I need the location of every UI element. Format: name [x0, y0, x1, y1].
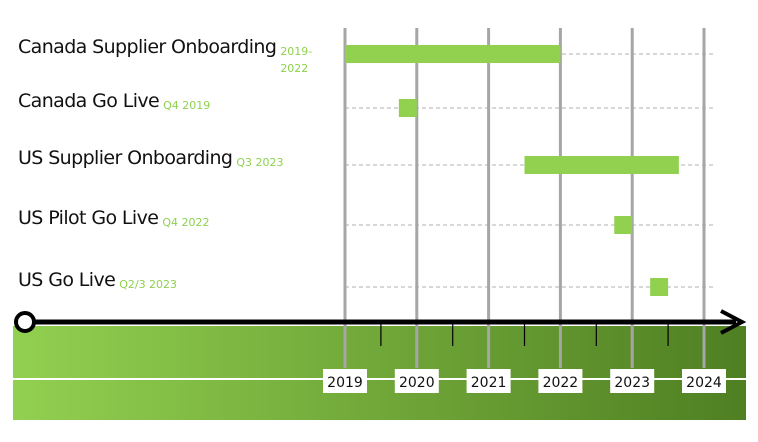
- timeline-arrowhead: [720, 309, 747, 335]
- x-tick-label: 2020: [399, 375, 435, 391]
- year-label-box: [682, 369, 726, 393]
- task-bar: [650, 278, 669, 296]
- task-date-note: Q4 2019: [163, 99, 210, 112]
- x-tick-label: 2024: [686, 375, 722, 391]
- x-tick-label: 2023: [614, 375, 650, 391]
- x-tick-label: 2021: [471, 375, 507, 391]
- task-date-note: 2019-: [280, 45, 312, 58]
- x-tick-label: 2019: [327, 375, 363, 391]
- task-label: Canada Go Live: [18, 90, 159, 112]
- task-bar: [524, 156, 679, 174]
- task-bar: [398, 99, 417, 117]
- task-date-note: 2022: [280, 62, 308, 75]
- task-date-note: Q3 2023: [236, 156, 283, 169]
- task-label: US Go Live: [18, 269, 115, 291]
- task-date-note: Q2/3 2023: [119, 278, 177, 291]
- task-label: Canada Supplier Onboarding: [18, 36, 276, 58]
- x-tick-label: 2022: [543, 375, 579, 391]
- year-label-box: [538, 369, 583, 393]
- year-label-box: [610, 369, 655, 393]
- year-label-box: [466, 369, 511, 393]
- year-label-box: [394, 369, 439, 393]
- task-bar: [614, 216, 633, 234]
- task-bar: [345, 45, 561, 63]
- task-label: US Pilot Go Live: [18, 207, 158, 229]
- task-date-note: Q4 2022: [162, 216, 209, 229]
- timeline-start-circle: [14, 311, 36, 333]
- year-label-box: [323, 369, 367, 393]
- task-label: US Supplier Onboarding: [18, 147, 232, 169]
